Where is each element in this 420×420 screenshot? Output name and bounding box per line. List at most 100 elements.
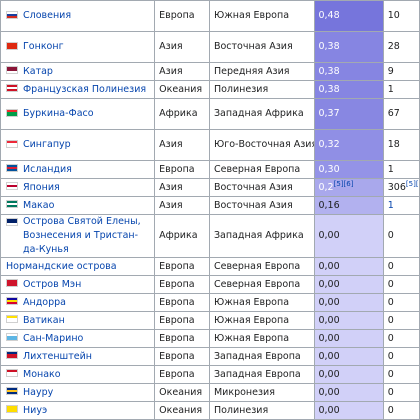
value-text: 0,30 — [318, 163, 340, 175]
count-text: 1 — [387, 163, 394, 175]
country-link[interactable]: Япония — [23, 181, 60, 193]
value-text: 0,16 — [318, 199, 340, 211]
flag-icon — [6, 387, 18, 395]
country-link[interactable]: Нормандские острова — [6, 260, 117, 272]
count-cell: 0 — [382, 347, 420, 366]
table-row: Ватикан Европа Южная Европа 0,00 0 — [0, 311, 420, 330]
country-cell: Сингапур — [0, 129, 156, 161]
country-link[interactable]: Исландия — [23, 163, 72, 175]
count-cell: 0 — [382, 214, 420, 258]
value-text: 0,00 — [318, 386, 340, 398]
value-text: 0,00 — [318, 350, 340, 362]
value-text: 0,38 — [318, 83, 340, 95]
country-cell: Ватикан — [0, 311, 156, 330]
country-cell: Андорра — [0, 293, 156, 312]
value-cell: 0,00 — [314, 347, 384, 366]
count-text: 10 — [387, 10, 400, 21]
table-row: Французская Полинезия Океания Полинезия 0,3… — [0, 80, 420, 99]
value-cell: 0,00 — [314, 401, 384, 420]
region-cell: Микронезия — [208, 383, 316, 402]
count-text: 0 — [387, 314, 394, 326]
count-cell: 0 — [382, 383, 420, 402]
country-link[interactable]: Науру — [23, 386, 54, 398]
table-row: Андорра Европа Южная Европа 0,00 0 — [0, 293, 420, 312]
region-cell: Передняя Азия — [208, 62, 316, 81]
count-text: 0 — [387, 296, 394, 308]
value-cell: 0,38 — [314, 62, 384, 81]
value-cell: 0,00 — [314, 214, 384, 258]
count-text: 0 — [387, 386, 394, 398]
region-cell: Юго-Восточная Азия — [208, 129, 316, 161]
country-link[interactable]: Катар — [23, 65, 53, 77]
country-link[interactable]: Макао — [23, 199, 55, 211]
country-link[interactable]: Лихтенштейн — [23, 350, 92, 362]
count-cell: 0 — [382, 293, 420, 312]
country-link[interactable]: Гонконг — [23, 41, 64, 52]
flag-icon — [6, 108, 18, 117]
flag-icon — [6, 315, 18, 323]
country-cell: Сан-Марино — [0, 329, 156, 348]
continent-cell: Европа — [154, 257, 210, 276]
country-cell: Буркина-Фасо — [0, 98, 156, 130]
table-row: Лихтенштейн Европа Западная Европа 0,00 0 — [0, 347, 420, 366]
region-cell: Западная Европа — [208, 365, 316, 384]
value-cell: 0,37 — [314, 98, 384, 130]
count-cell: 0 — [382, 275, 420, 294]
count-cell: 0 — [382, 311, 420, 330]
flag-icon — [6, 333, 18, 341]
flag-icon — [6, 200, 18, 208]
region-cell: Южная Европа — [208, 0, 316, 32]
count-text[interactable]: 1 — [387, 199, 394, 211]
country-cell: Нормандские острова — [0, 257, 156, 276]
continent-cell: Азия — [154, 178, 210, 197]
continent-cell: Европа — [154, 160, 210, 179]
country-link[interactable]: Острова Святой Елены, Вознесения и Трист… — [23, 216, 141, 255]
value-cell: 0,00 — [314, 365, 384, 384]
country-link[interactable]: Сингапур — [23, 139, 71, 150]
count-text: 1 — [387, 83, 394, 95]
country-link[interactable]: Ниуэ — [23, 404, 48, 416]
country-link[interactable]: Словения — [23, 10, 72, 21]
region-cell: Северная Европа — [208, 160, 316, 179]
value-cell: 0,30 — [314, 160, 384, 179]
table-row: Острова Святой Елены, Вознесения и Трист… — [0, 214, 420, 258]
region-cell: Северная Европа — [208, 257, 316, 276]
continent-cell: Европа — [154, 293, 210, 312]
flag-icon — [6, 10, 18, 19]
region-cell: Восточная Азия — [208, 196, 316, 215]
country-link[interactable]: Ватикан — [23, 314, 65, 326]
value-cell: 0,38 — [314, 31, 384, 63]
country-cell: Ниуэ — [0, 401, 156, 420]
value-text: 0,48 — [318, 10, 340, 21]
count-cell: 1 — [382, 160, 420, 179]
country-link[interactable]: Андорра — [23, 296, 66, 308]
table-row: Остров Мэн Европа Северная Европа 0,00 0 — [0, 275, 420, 294]
country-link[interactable]: Сан-Марино — [23, 332, 84, 344]
continent-cell: Азия — [154, 129, 210, 161]
count-cell: 0 — [382, 401, 420, 420]
table-row: Макао Азия Восточная Азия 0,16 1 — [0, 196, 420, 215]
region-cell: Западная Европа — [208, 347, 316, 366]
value-cell: 0,38 — [314, 80, 384, 99]
country-cell: Гонконг — [0, 31, 156, 63]
reference-link[interactable]: [5][6] — [333, 179, 354, 188]
value-cell: 0,00 — [314, 257, 384, 276]
table-row: Буркина-Фасо Африка Западная Африка 0,37 67 — [0, 98, 420, 130]
value-cell: 0,2[5][6] — [314, 178, 384, 197]
value-text: 0,00 — [318, 332, 340, 344]
country-link[interactable]: Остров Мэн — [23, 278, 82, 290]
continent-cell: Европа — [154, 347, 210, 366]
country-cell: Монако — [0, 365, 156, 384]
table-row: Словения Европа Южная Европа 0,48 10 — [0, 0, 420, 32]
country-cell: Исландия — [0, 160, 156, 179]
continent-cell: Океания — [154, 383, 210, 402]
continent-cell: Европа — [154, 329, 210, 348]
table-row: Нормандские острова Европа Северная Европа… — [0, 257, 420, 276]
flag-icon — [6, 279, 18, 287]
country-link[interactable]: Французская Полинезия — [23, 83, 147, 95]
count-text: 0 — [387, 332, 394, 344]
count-cell: 18 — [382, 129, 420, 161]
country-link[interactable]: Буркина-Фасо — [23, 108, 94, 119]
reference-link[interactable]: [5][6] — [405, 179, 419, 188]
country-link[interactable]: Монако — [23, 368, 61, 380]
